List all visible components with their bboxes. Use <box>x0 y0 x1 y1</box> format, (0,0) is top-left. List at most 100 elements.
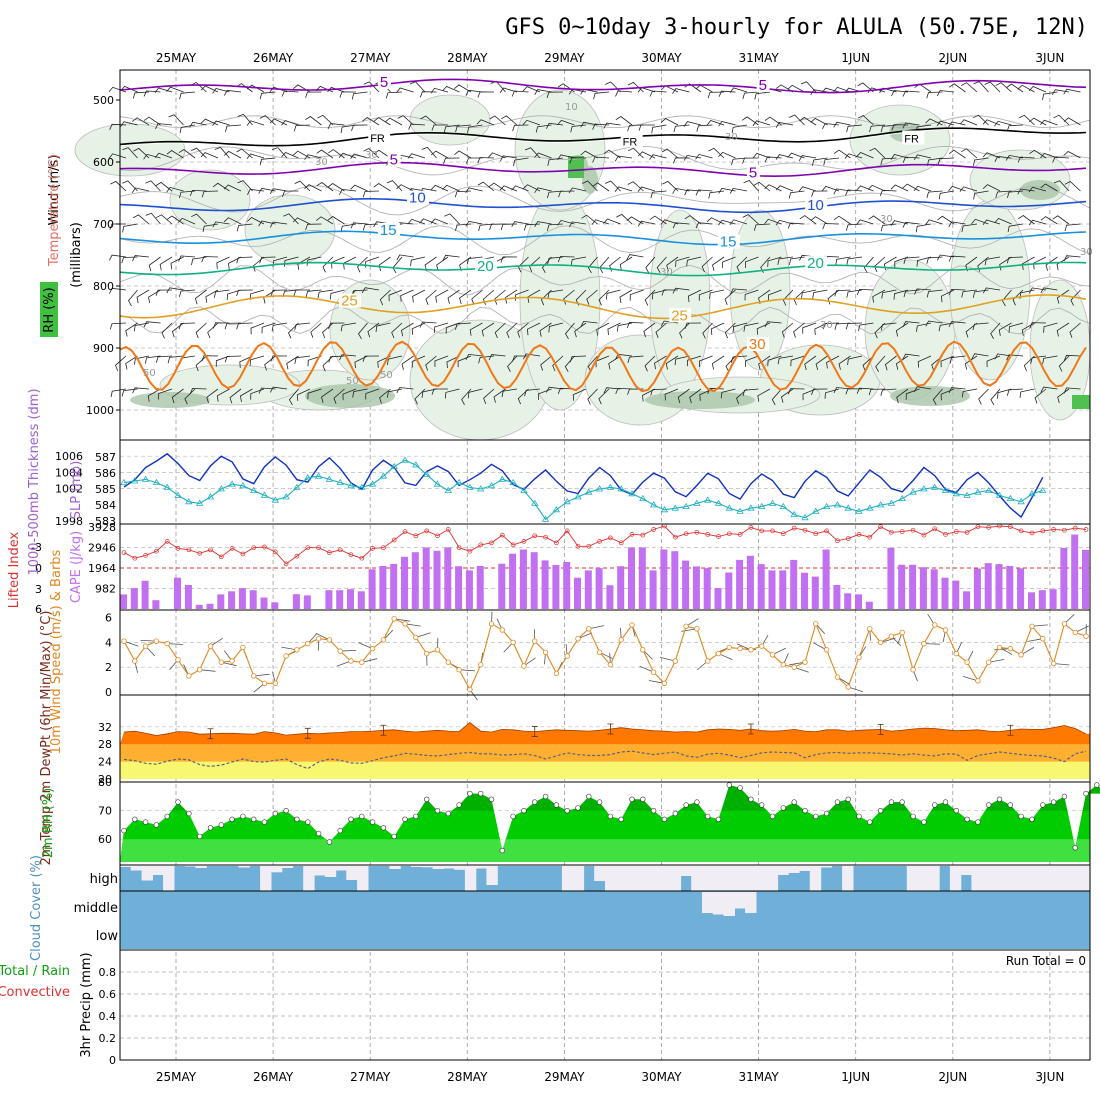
panel-frames <box>119 69 1091 1061</box>
thickness-point <box>422 470 431 477</box>
rh2m-point <box>542 793 549 800</box>
cape-bar <box>628 547 635 609</box>
wind-barb <box>745 256 759 268</box>
wind-barb <box>455 322 472 330</box>
thickness-point <box>239 482 247 489</box>
wind-barb <box>844 153 863 159</box>
thickness-point <box>941 486 950 493</box>
cloud-high-gap <box>1014 866 1026 891</box>
wind-barb <box>982 287 1001 294</box>
lifted-index-point <box>813 531 819 537</box>
cloud-high-gap <box>130 866 143 871</box>
rh2m-point <box>931 802 938 808</box>
wind-barb <box>212 120 230 127</box>
wind-barb <box>781 322 794 338</box>
wind-barb <box>893 289 909 300</box>
wind-barb <box>764 218 782 225</box>
wind10m-point <box>759 643 765 649</box>
wind-barb <box>109 123 127 130</box>
wind10m-point <box>629 622 635 628</box>
wind10m-point <box>326 637 333 643</box>
wind-barb <box>246 153 265 160</box>
wind-barb <box>948 387 966 394</box>
cloud-high-gap <box>658 866 671 891</box>
lifted-index-point <box>575 543 581 549</box>
stability-panel: -3 0 3 6 982 1964 2946 3928 <box>31 521 1090 616</box>
rh2m-point <box>899 799 905 805</box>
cloud-cover-panel: high middle low <box>74 866 1091 949</box>
y-tick-label: 0 <box>105 686 112 699</box>
wind-barb <box>626 216 644 225</box>
wind-barb <box>777 355 794 365</box>
thickness-point <box>401 456 409 463</box>
thickness-point <box>444 486 452 493</box>
wind-barb <box>745 355 759 367</box>
wind10m-point <box>791 664 797 670</box>
cape-bar <box>811 576 819 609</box>
x-tick-label-bottom: 27MAY <box>350 1070 391 1084</box>
wind-barb <box>764 184 782 192</box>
wind-barb <box>424 256 437 272</box>
wind-barb <box>846 289 863 298</box>
wind-barb <box>880 223 897 232</box>
wind-barb <box>363 81 380 93</box>
wind-barb <box>742 91 759 100</box>
wind10m-point <box>521 663 527 669</box>
wind-barb <box>189 121 207 128</box>
lifted-index-point <box>759 528 765 534</box>
precip-panel: 0 0.2 0.4 0.6 0.8 <box>99 966 1090 1067</box>
x-tick-label-bottom: 2JUN <box>938 1070 967 1084</box>
wind-barb <box>249 355 265 366</box>
wind-barb <box>833 149 851 159</box>
cloud-level-label: middle <box>74 901 118 916</box>
rh2m-point <box>478 790 484 797</box>
wind-barb <box>400 289 414 302</box>
slp-axis-label: SLP (mb) <box>69 461 84 520</box>
wind-barb <box>223 217 242 225</box>
wind-barb <box>973 81 989 93</box>
isotherm-label-bg <box>746 165 760 180</box>
isotherm-label: 15 <box>720 234 737 251</box>
cape-bar <box>444 547 452 609</box>
lifted-index-point <box>737 532 743 537</box>
thickness-point <box>866 504 874 511</box>
wind-barb <box>701 256 713 273</box>
rh2m-point <box>1061 793 1068 800</box>
wind-barb <box>696 124 713 132</box>
wind-barb <box>894 256 909 268</box>
isotherm-line <box>119 161 1087 178</box>
wind-barb <box>661 289 679 296</box>
wind-barb <box>469 322 483 336</box>
wind-barb <box>891 90 909 97</box>
thickness-point <box>390 462 398 469</box>
wind-barb <box>972 322 989 331</box>
wind-barb <box>802 322 817 334</box>
wind10m-point <box>1061 621 1068 627</box>
lifted-index-point <box>305 545 311 551</box>
wind-barb <box>557 219 575 226</box>
wind-barb <box>998 322 1012 336</box>
rh2m-point <box>607 813 614 820</box>
cape-bar <box>1082 549 1089 609</box>
wind-barb <box>270 289 288 297</box>
wind10m-point <box>1083 633 1089 639</box>
wind10m-point <box>218 659 224 665</box>
cloud-middle-gap <box>723 892 735 916</box>
rh2m-point <box>413 813 419 820</box>
wind10m-point <box>607 662 614 668</box>
wind-barb <box>488 152 506 159</box>
cloud-high-gap <box>389 866 401 869</box>
wind-barb <box>499 87 518 94</box>
wind-barb <box>1063 151 1081 159</box>
wind-barb <box>672 222 690 229</box>
wind-barb <box>626 254 644 260</box>
wind-barb <box>236 289 253 297</box>
wind-barb <box>971 353 989 360</box>
rh2m-point <box>661 816 668 822</box>
thickness-point <box>844 504 852 511</box>
wind-barb <box>884 355 897 371</box>
wind-barb <box>742 157 759 164</box>
wind-barb <box>431 124 448 131</box>
cape-bar <box>638 547 646 609</box>
rh2m-point <box>726 782 732 788</box>
